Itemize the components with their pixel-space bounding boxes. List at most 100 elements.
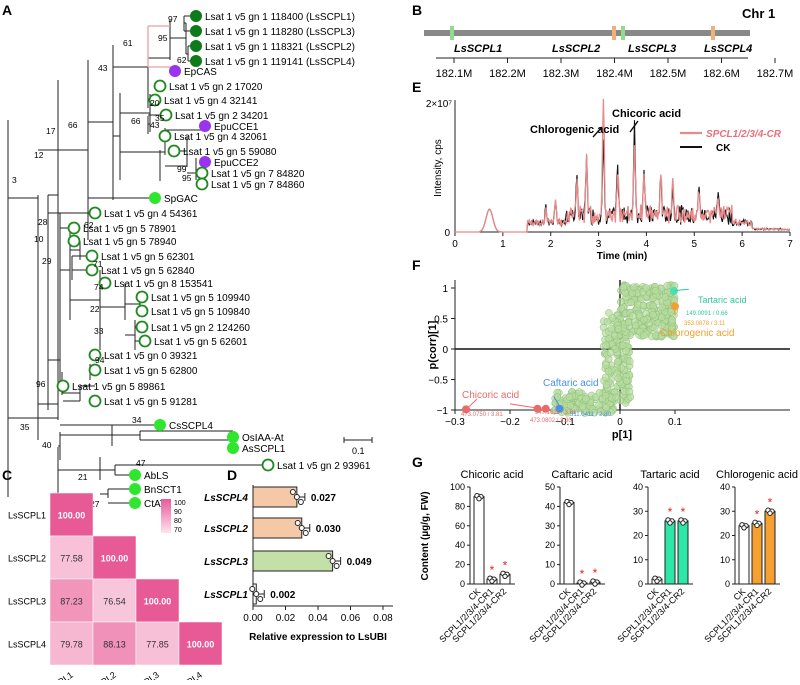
heatmap-value: 100.00 [101, 554, 129, 564]
point-chicoric [541, 404, 550, 413]
bar [751, 522, 763, 585]
leaf-label: Lsat 1 v5 gn 0 39321 [104, 351, 198, 362]
y-tick-label: 10 [720, 555, 730, 565]
x-tick-label: −0.2 [500, 417, 520, 428]
heatmap-value: 88.13 [103, 640, 126, 650]
id-caftaric: 311.0411 / 2.80 [570, 412, 611, 418]
significance-star: * [593, 566, 598, 580]
s-plot-point [658, 303, 666, 312]
y-tick-label: 0 [725, 579, 730, 589]
x-tick-label: 1 [500, 239, 506, 250]
s-plot-point [622, 347, 630, 355]
tree-labels: Lsat 1 v5 gn 1 118400 (LsSCPL1) Lsat 1 v5… [12, 10, 371, 510]
heatmap-cell [92, 578, 137, 623]
bar [252, 550, 334, 572]
leaf-label: Lsat 1 v5 gn 5 109940 [151, 293, 250, 304]
significance-star: * [490, 563, 495, 577]
s-plot-point [575, 388, 583, 396]
leaf-marker-filled [190, 25, 202, 37]
bootstrap-value: 74 [94, 282, 104, 292]
significance-star: * [580, 567, 585, 581]
leaf-label: SpGAC [164, 194, 198, 205]
gene-label-scpl4: LsSCPL4 [704, 43, 752, 55]
leaf-label: Lsat 1 v5 gn 5 89861 [72, 382, 166, 393]
bootstrap-value: 28 [38, 217, 48, 227]
y-tick-label: 30 [633, 506, 643, 516]
leaf-label: AbLS [144, 471, 169, 482]
subplot-title: Chlorogenic acid [716, 469, 798, 481]
y-axis-label: p(corr)[1] [427, 320, 439, 369]
x-tick-label: 5 [692, 239, 698, 250]
bootstrap-value: 95 [158, 33, 168, 43]
s-plot-point [670, 332, 678, 340]
heatmap-row-label: LsSCPL3 [8, 597, 46, 607]
bootstrap-value: 66 [68, 120, 78, 130]
heatmap-cell [49, 535, 94, 580]
identity-heatmap: LsSCPL1 100.00 LsSCPL1 LsSCPL2 77.58 100.00 Ls… [8, 492, 223, 685]
significance-star: * [668, 505, 673, 519]
y-tick-label: −0.5 [428, 376, 448, 387]
leaf-marker-open [88, 206, 102, 220]
replicate-point [289, 489, 296, 495]
bootstrap-value: 34 [132, 415, 142, 425]
annot-chicoric: Chicoric acid [612, 108, 681, 120]
bootstrap-value: 20 [150, 98, 160, 108]
bar-value-label: 0.002 [270, 590, 295, 601]
x-tick-label: −0.3 [445, 417, 465, 428]
replicate-point [476, 496, 482, 502]
leaf-label: Lsat 1 v5 gn 2 17020 [169, 82, 263, 93]
heatmap-col-label: LsSCPL3 [124, 670, 161, 680]
arrow-chicoric [509, 403, 538, 409]
leaf-marker-filled [129, 469, 141, 481]
s-plot-point [627, 298, 635, 307]
s-plot-point [582, 394, 590, 403]
replicate-point [297, 499, 304, 505]
leaf-label: CtAT1 [144, 499, 172, 510]
chrom-axis: 182.1M 182.2M 182.3M 182.4M 182.5M 182.6M 182.… [436, 58, 793, 80]
heatmap-legend-tick: 90 [174, 509, 182, 516]
x-tick-label: −0.1 [555, 417, 575, 428]
bootstrap-value: 10 [34, 234, 44, 244]
y-tick-label: 20 [455, 560, 465, 570]
arrow-tartaric [674, 288, 689, 291]
heatmap-legend-tick: 80 [174, 518, 182, 525]
y-tick-label: 0 [550, 579, 555, 589]
s-plot-point [657, 332, 666, 341]
bootstrap-value: 33 [94, 326, 104, 336]
bootstrap-value: 3 [12, 175, 17, 185]
y-tick-label: 20 [720, 531, 730, 541]
annot-arrow-1 [592, 126, 603, 138]
bootstrap-value: 40 [42, 440, 52, 450]
highlight-branch [147, 25, 175, 68]
phylogenetic-tree [7, 15, 268, 504]
replicate-point [566, 501, 572, 508]
subplot-title: Tartaric acid [640, 469, 699, 481]
y-zero-label: 0 [444, 228, 450, 239]
chromatogram: 2×10⁷ 0 Intensity, cps 0 1 2 3 4 5 6 7 Time (mi… [426, 98, 793, 262]
gene-label-scpl3: LsSCPL3 [628, 43, 676, 55]
y-axis: 1 0.5 0 −0.5 −1 [428, 284, 455, 417]
replicate-point [257, 596, 264, 602]
heatmap-value: 100.00 [144, 597, 172, 607]
chrom-tick-label: 182.6M [703, 68, 740, 80]
bar-value-label: 0.030 [316, 524, 341, 535]
replicate-point [302, 530, 309, 536]
heatmap-row-label: LsSCPL1 [8, 511, 46, 521]
s-plot-point [625, 357, 634, 366]
s-plot-point [619, 283, 628, 291]
leaf-label: Lsat 1 v5 gn 5 59080 [183, 147, 277, 158]
arrow-chicoric [468, 398, 478, 408]
bootstrap-value: 29 [42, 256, 52, 266]
x-tick-label: 3 [596, 239, 602, 250]
leaf-marker-open [195, 166, 209, 180]
panel-label-a: A [2, 2, 12, 18]
s-plot-point [617, 364, 625, 372]
y-tick-label: 1 [442, 284, 448, 295]
point-chicoric [533, 404, 542, 413]
bootstrap-value: 62 [84, 220, 94, 230]
id-chicoric-3: 473.0802 / 3.80 [530, 418, 572, 424]
leaf-label: AsSCPL1 [242, 444, 286, 455]
bootstrap-value: 43 [150, 120, 160, 130]
x-axis-label: Time (min) [597, 251, 647, 262]
panel-label-d: D [227, 467, 237, 483]
